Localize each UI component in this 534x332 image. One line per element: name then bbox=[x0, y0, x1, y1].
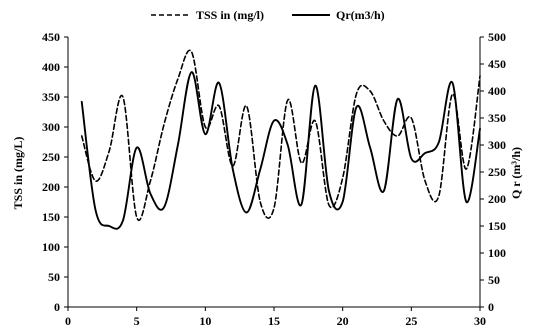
y-left-tick-label: 200 bbox=[42, 180, 60, 194]
y-right-tick-label: 450 bbox=[488, 57, 506, 71]
y-left-tick-label: 250 bbox=[42, 150, 60, 164]
y-left-tick-label: 100 bbox=[42, 240, 60, 254]
x-tick-label: 20 bbox=[337, 314, 349, 328]
right-axis-label: Q r (m³/h) bbox=[509, 147, 523, 199]
series bbox=[80, 49, 481, 230]
y-left-tick-label: 400 bbox=[42, 60, 60, 74]
ticks: 0 5 10 15 20 25 300501001502002503003504004500… bbox=[42, 30, 506, 328]
y-right-tick-label: 150 bbox=[488, 219, 506, 233]
y-right-tick-label: 250 bbox=[488, 165, 506, 179]
y-left-tick-label: 350 bbox=[42, 90, 60, 104]
y-right-tick-label: 200 bbox=[488, 192, 506, 206]
y-right-tick-label: 350 bbox=[488, 111, 506, 125]
y-right-tick-label: 500 bbox=[488, 30, 506, 44]
y-right-tick-label: 300 bbox=[488, 138, 506, 152]
y-left-tick-label: 450 bbox=[42, 30, 60, 44]
x-tick-label: 25 bbox=[405, 314, 417, 328]
qr-series-line bbox=[80, 71, 481, 230]
y-right-tick-label: 0 bbox=[488, 300, 494, 314]
tss-series-line bbox=[80, 49, 481, 221]
y-right-tick-label: 50 bbox=[488, 273, 500, 287]
x-tick-label: 0 bbox=[65, 314, 71, 328]
legend-label-qr: Qr(m3/h) bbox=[336, 8, 385, 22]
x-tick-label: 30 bbox=[474, 314, 486, 328]
legend-label-tss: TSS in (mg/l) bbox=[196, 8, 264, 22]
axes bbox=[67, 37, 481, 308]
x-tick-label: 15 bbox=[268, 314, 280, 328]
y-right-tick-label: 400 bbox=[488, 84, 506, 98]
legend: TSS in (mg/l) Qr(m3/h) bbox=[151, 8, 385, 22]
y-left-tick-label: 50 bbox=[48, 270, 60, 284]
x-tick-label: 5 bbox=[134, 314, 140, 328]
y-left-tick-label: 0 bbox=[54, 300, 60, 314]
left-axis-label: TSS in (mg/L) bbox=[11, 137, 25, 210]
y-right-tick-label: 100 bbox=[488, 246, 506, 260]
x-tick-label: 10 bbox=[199, 314, 211, 328]
y-left-tick-label: 300 bbox=[42, 120, 60, 134]
y-left-tick-label: 150 bbox=[42, 210, 60, 224]
